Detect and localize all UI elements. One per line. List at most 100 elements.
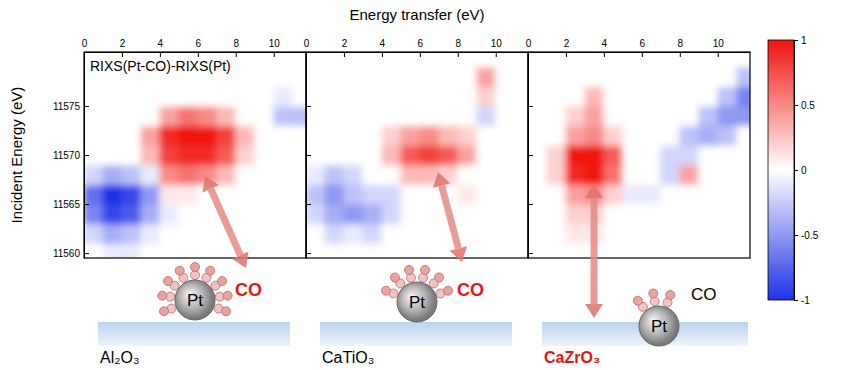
heatmap-cell [254, 145, 274, 166]
heatmap-cell [419, 86, 439, 107]
heatmap-cell [400, 105, 420, 126]
tick-mark [84, 253, 89, 254]
heatmap-cell [438, 66, 458, 87]
heatmap-cell [565, 105, 585, 126]
heatmap-cell [698, 164, 718, 185]
heatmap-cell [476, 86, 496, 107]
c-atom [650, 297, 659, 306]
heatmap-cell [102, 223, 122, 244]
heatmap-cell [216, 105, 236, 126]
heatmap-cell [84, 86, 103, 107]
heatmap-cell [84, 145, 103, 166]
heatmap-cell [273, 164, 293, 185]
heatmap-cell [343, 105, 363, 126]
heatmap-cell [679, 52, 699, 67]
heatmap-cell [216, 164, 236, 185]
o-atom [206, 266, 215, 275]
heatmap-cell [660, 145, 680, 166]
x-axis-title: Energy transfer (eV) [349, 6, 484, 23]
heatmap-cell [603, 164, 623, 185]
heatmap-cell [476, 223, 496, 244]
heatmap-cell [641, 184, 661, 205]
arrow-head [585, 184, 603, 198]
heatmap-cell [235, 66, 255, 87]
xticks-axis: 0246810 [304, 38, 529, 57]
heatmap-cell [528, 125, 547, 146]
tick-mark [528, 155, 533, 156]
tick: 4 [380, 38, 386, 57]
heatmap-cell [140, 204, 160, 225]
tick-mark [528, 204, 533, 205]
o-atom [222, 307, 231, 316]
heatmap-cell [121, 223, 141, 244]
tick: 11575 [53, 101, 89, 112]
heatmap-cell [362, 86, 382, 107]
heatmap-cell [514, 164, 528, 185]
heatmap-cell [324, 223, 344, 244]
heatmap-cell [736, 145, 750, 166]
support [98, 322, 290, 346]
heatmap-cell [102, 204, 122, 225]
o-atom [420, 265, 429, 274]
heatmap-cell [438, 145, 458, 166]
heatmap-cell [324, 86, 344, 107]
tick-mark [642, 52, 643, 57]
tick-label: 10 [713, 38, 725, 49]
xticks-axis: 0246810 [82, 38, 307, 57]
heatmap-cell [216, 145, 236, 166]
heatmap-cell [717, 52, 737, 67]
tick-label: 10 [269, 38, 281, 49]
o-atom [633, 296, 642, 305]
heatmap-cell [457, 52, 477, 67]
tick-label: 11570 [53, 150, 81, 161]
heatmap-cell [84, 223, 103, 244]
heatmap-cell [159, 125, 179, 146]
heatmap-cell [565, 66, 585, 87]
heatmap-cell [343, 145, 363, 166]
tick-mark [306, 204, 311, 205]
heatmap-cell [514, 86, 528, 107]
heatmap-cell [419, 105, 439, 126]
heatmap-cell [381, 164, 401, 185]
heatmap-cell [660, 66, 680, 87]
heatmap-cell [292, 66, 306, 87]
heatmap-cell [717, 223, 737, 244]
heatmap-cell [419, 145, 439, 166]
panel: 024681011560115651157011575RIXS(Pt-CO)-R… [53, 38, 312, 263]
heatmap-cell [641, 164, 661, 185]
o-atom [191, 263, 200, 272]
tick-mark [198, 52, 199, 57]
heatmap-cell [546, 204, 566, 225]
tick-label: 8 [456, 38, 462, 49]
o-atom [444, 286, 453, 295]
heatmap-cell [140, 223, 160, 244]
heatmap-cell [178, 223, 198, 244]
heatmap-cell [495, 86, 515, 107]
heatmap-cell [679, 105, 699, 126]
o-atom [390, 273, 399, 282]
o-atom [435, 273, 444, 282]
tick-mark [458, 52, 459, 57]
heatmap-cell [514, 52, 528, 67]
heatmap-cell [254, 66, 274, 87]
arrow-head [232, 252, 248, 268]
plot-area [528, 52, 750, 258]
tick: 2 [120, 38, 126, 57]
yticks-axis [528, 53, 533, 259]
tick-label: 6 [640, 38, 646, 49]
heatmap-cell [565, 125, 585, 146]
heatmap-cell [717, 145, 737, 166]
heatmap-cell [292, 204, 306, 225]
plot-frame [306, 52, 528, 258]
heatmap-cell [306, 105, 325, 126]
arrow-head [450, 246, 467, 262]
heatmap-cell [102, 164, 122, 185]
heatmap-cell [140, 243, 160, 258]
heatmap-cell [584, 66, 604, 87]
heatmap-cell [121, 184, 141, 205]
tick-label: 11560 [53, 248, 81, 259]
heatmap-cell [102, 105, 122, 126]
heatmap-cell [235, 125, 255, 146]
heatmap-cell [102, 86, 122, 107]
heatmap-cell [514, 243, 528, 258]
